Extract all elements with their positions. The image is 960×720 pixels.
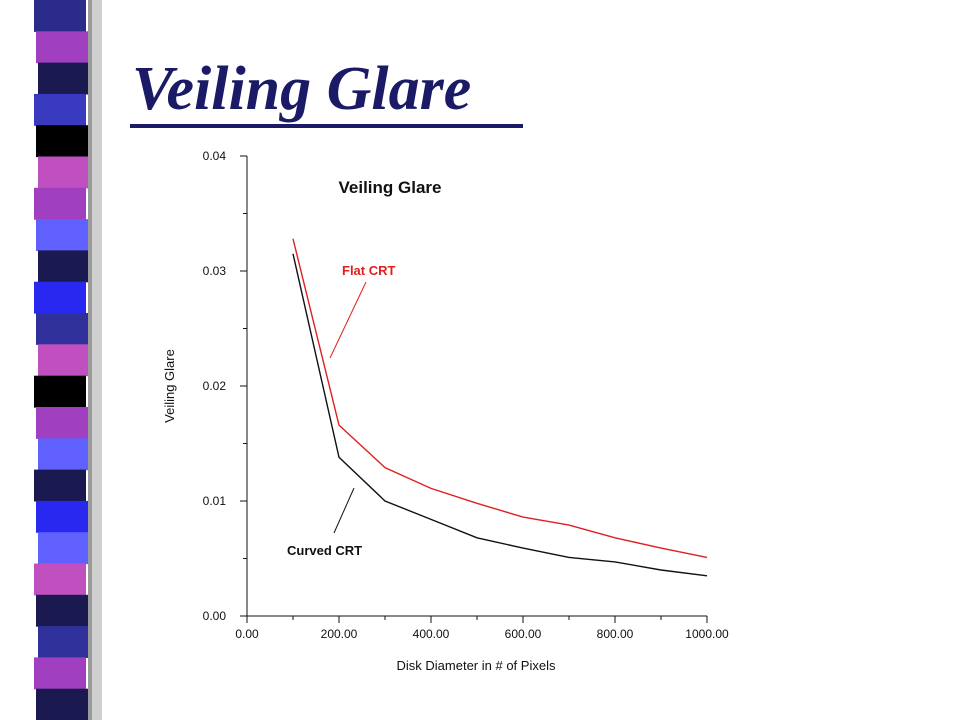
sidebar-stripe xyxy=(38,344,90,377)
sidebar-stripe xyxy=(34,0,86,32)
sidebar-stripe xyxy=(36,594,88,627)
sidebar-stripe xyxy=(38,156,90,189)
chart-ticks: 0.00 200.00 400.00 600.00 800.00 1000.00 0.00 0… xyxy=(203,149,729,641)
sidebar-stripe xyxy=(38,438,90,471)
veiling-glare-chart: 0.00 200.00 400.00 600.00 800.00 1000.00 0.00 0… xyxy=(162,149,729,673)
y-tick-label: 0.00 xyxy=(203,609,227,623)
series-line-curved-crt xyxy=(292,253,708,577)
sidebar-stripe xyxy=(36,500,88,533)
title-underline xyxy=(130,124,523,128)
y-tick-label: 0.02 xyxy=(203,379,227,393)
leader-line-curved-crt xyxy=(333,487,355,534)
sidebar-stripe xyxy=(36,688,88,720)
x-tick-label: 1000.00 xyxy=(685,627,729,641)
sidebar-stripe xyxy=(38,626,90,658)
sidebar-stripe xyxy=(38,532,90,565)
sidebar-stripe xyxy=(38,62,90,95)
y-tick-label: 0.04 xyxy=(203,149,227,163)
sidebar-stripe xyxy=(34,375,86,408)
sidebar-stripe xyxy=(36,125,88,158)
sidebar-stripe xyxy=(36,219,88,251)
x-axis-label: Disk Diameter in # of Pixels xyxy=(397,658,556,673)
x-tick-label: 400.00 xyxy=(413,627,450,641)
decorative-stripe-sidebar xyxy=(34,0,102,720)
sidebar-stripe xyxy=(34,469,86,502)
sidebar-stripe xyxy=(36,407,88,439)
y-axis-label: Veiling Glare xyxy=(162,349,177,423)
y-tick-label: 0.01 xyxy=(203,494,227,508)
y-tick-label: 0.03 xyxy=(203,264,227,278)
leader-line-flat-crt xyxy=(329,281,367,359)
legend-label-flat-crt: Flat CRT xyxy=(342,263,396,278)
sidebar-stripe xyxy=(34,187,86,220)
sidebar-stripe xyxy=(38,250,90,283)
chart-series xyxy=(292,238,708,577)
sidebar-shadow-edge xyxy=(88,0,92,720)
x-tick-label: 600.00 xyxy=(505,627,542,641)
series-line-flat-crt xyxy=(292,238,708,559)
chart-title: Veiling Glare xyxy=(339,178,442,197)
x-tick-label: 0.00 xyxy=(235,627,259,641)
sidebar-stripe xyxy=(34,281,86,314)
sidebar-stripe xyxy=(36,313,88,345)
x-tick-label: 200.00 xyxy=(321,627,358,641)
sidebar-stripe xyxy=(36,31,88,64)
sidebar-stripe xyxy=(34,93,86,126)
sidebar-stripe xyxy=(34,657,86,690)
slide-title: Veiling Glare xyxy=(132,55,472,123)
sidebar-stripe xyxy=(34,563,86,596)
legend-label-curved-crt: Curved CRT xyxy=(287,543,362,558)
x-tick-label: 800.00 xyxy=(597,627,634,641)
